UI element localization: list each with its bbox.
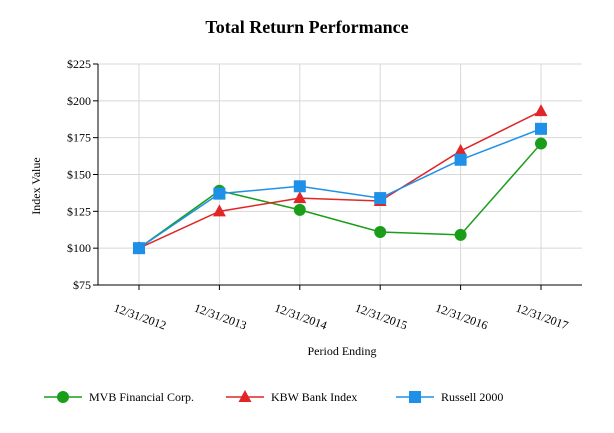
series-line xyxy=(138,128,542,249)
x-axis-label: Period Ending xyxy=(308,344,377,358)
data-point xyxy=(535,122,547,135)
data-point xyxy=(133,242,145,255)
data-point xyxy=(534,104,548,117)
data-point xyxy=(293,203,306,216)
y-axis-label: Index Value xyxy=(29,157,43,214)
legend: MVB Financial Corp. KBW Bank Index Russell… xyxy=(44,390,503,404)
data-point xyxy=(374,225,387,238)
data-point xyxy=(293,191,307,204)
data-point xyxy=(293,180,306,193)
x-tick-label: 12/31/2012 xyxy=(112,301,168,333)
x-tick-label: 12/31/2015 xyxy=(353,301,409,333)
legend-label: MVB Financial Corp. xyxy=(89,390,194,404)
data-point xyxy=(213,187,226,200)
series-square xyxy=(133,122,547,255)
data-point xyxy=(454,143,468,156)
series-circle xyxy=(133,137,547,255)
x-axis-ticks: 12/31/2012 12/31/2013 12/31/2014 12/31/2015… xyxy=(112,301,570,333)
legend-item: MVB Financial Corp. xyxy=(44,390,194,404)
legend-item: KBW Bank Index xyxy=(226,390,357,404)
series-group xyxy=(132,104,548,255)
legend-item: Russell 2000 xyxy=(396,390,503,404)
legend-label: Russell 2000 xyxy=(441,390,503,404)
x-tick-label: 12/31/2017 xyxy=(514,301,570,333)
x-tick-label: 12/31/2016 xyxy=(434,301,490,333)
x-tick-label: 12/31/2013 xyxy=(192,301,248,333)
axes xyxy=(93,63,582,290)
legend-marker xyxy=(238,390,252,402)
y-tick-label: $150 xyxy=(67,168,91,182)
data-point xyxy=(454,153,467,166)
y-axis-ticks: $75 $100 $125 $150 $175 $200 $225 xyxy=(67,57,91,292)
y-tick-label: $175 xyxy=(67,131,91,145)
legend-label: KBW Bank Index xyxy=(271,390,357,404)
y-tick-label: $100 xyxy=(67,241,91,255)
chart-title: Total Return Performance xyxy=(205,17,408,37)
y-tick-label: $225 xyxy=(67,57,91,71)
data-point xyxy=(454,228,467,241)
series-line xyxy=(138,110,542,249)
y-tick-label: $200 xyxy=(67,94,91,108)
data-point xyxy=(374,192,387,205)
series-triangle xyxy=(132,104,548,254)
series-line xyxy=(138,143,542,249)
grid xyxy=(98,63,582,286)
y-tick-label: $75 xyxy=(73,278,91,292)
legend-marker xyxy=(57,391,69,403)
y-tick-label: $125 xyxy=(67,204,91,218)
data-point xyxy=(535,137,547,150)
x-tick-label: 12/31/2014 xyxy=(273,301,329,333)
data-point xyxy=(212,204,226,217)
legend-marker xyxy=(409,391,421,403)
